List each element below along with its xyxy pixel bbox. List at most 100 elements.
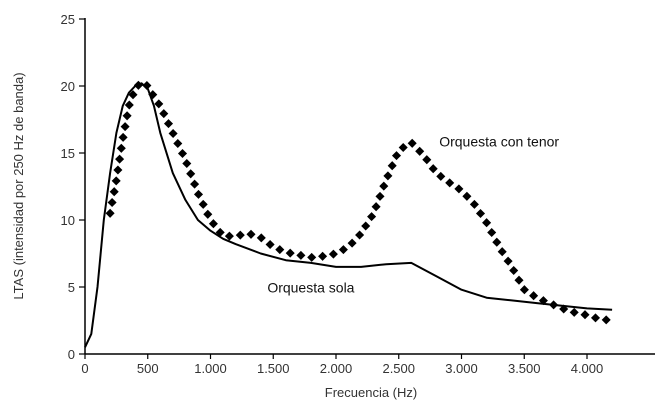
series-point bbox=[115, 154, 125, 164]
y-axis-title: LTAS (intensidad por 250 Hz de banda) bbox=[11, 72, 26, 299]
series-point bbox=[445, 178, 455, 188]
x-tick-label: 1.500 bbox=[257, 361, 290, 376]
x-tick-label: 3.000 bbox=[445, 361, 478, 376]
series-point bbox=[367, 212, 377, 222]
x-axis-ticks: 0 500 1.000 1.500 2.000 2.500 3.000 3.500 4.000 bbox=[81, 354, 603, 376]
series-line-orquesta-sola bbox=[84, 82, 613, 348]
series-point bbox=[361, 221, 371, 231]
series-point bbox=[190, 179, 200, 189]
series-point bbox=[113, 165, 123, 175]
series-point bbox=[120, 122, 130, 132]
series-point bbox=[307, 252, 317, 262]
x-tick-label: 0 bbox=[81, 361, 88, 376]
y-tick-label: 15 bbox=[61, 146, 75, 161]
series-point bbox=[128, 90, 138, 100]
x-tick-label: 2.000 bbox=[320, 361, 353, 376]
series-point bbox=[428, 164, 438, 174]
series-point bbox=[285, 248, 295, 258]
series-point bbox=[519, 285, 529, 295]
series-point bbox=[590, 313, 601, 323]
series-point bbox=[133, 80, 143, 90]
series-point bbox=[142, 80, 152, 91]
series-dots-orquesta-con-tenor bbox=[105, 80, 611, 325]
series-point bbox=[497, 247, 507, 257]
series-point bbox=[569, 307, 579, 317]
series-point bbox=[549, 300, 559, 310]
series-point bbox=[398, 142, 408, 153]
series-point bbox=[118, 132, 128, 142]
series-point bbox=[415, 146, 425, 156]
series-point bbox=[422, 155, 432, 165]
series-point bbox=[492, 237, 502, 247]
series-point bbox=[182, 158, 192, 169]
series-layer bbox=[84, 80, 613, 348]
y-axis-ticks: 0 5 10 15 20 25 bbox=[61, 12, 85, 362]
series-point bbox=[208, 219, 218, 229]
series-point bbox=[371, 202, 381, 212]
series-point bbox=[383, 171, 393, 181]
annotation-label: Orquesta sola bbox=[267, 279, 354, 295]
x-tick-label: 4.000 bbox=[571, 361, 604, 376]
series-point bbox=[529, 291, 539, 301]
series-point bbox=[328, 249, 338, 259]
series-point bbox=[159, 109, 169, 119]
series-point bbox=[203, 209, 213, 219]
series-point bbox=[475, 208, 486, 219]
series-point bbox=[275, 245, 285, 255]
y-tick-label: 10 bbox=[61, 213, 75, 228]
series-point bbox=[509, 265, 519, 276]
series-point bbox=[391, 151, 402, 161]
series-point bbox=[387, 161, 397, 171]
y-tick-label: 25 bbox=[61, 12, 75, 27]
series-point bbox=[375, 191, 385, 201]
series-point bbox=[436, 171, 446, 181]
series-point bbox=[193, 189, 204, 199]
series-point bbox=[338, 245, 348, 255]
x-axis-title: Frecuencia (Hz) bbox=[325, 385, 417, 400]
series-point bbox=[347, 238, 357, 248]
x-tick-label: 1.000 bbox=[194, 361, 227, 376]
annotation-label: Orquesta con tenor bbox=[439, 133, 559, 149]
axes bbox=[84, 18, 655, 355]
series-point bbox=[198, 199, 208, 209]
series-point bbox=[215, 227, 225, 237]
series-point bbox=[154, 99, 164, 109]
series-point bbox=[107, 197, 117, 208]
series-point bbox=[379, 181, 389, 191]
series-point bbox=[355, 230, 365, 240]
series-point bbox=[487, 227, 497, 238]
series-point bbox=[163, 119, 174, 129]
series-point bbox=[503, 256, 513, 266]
series-point bbox=[235, 230, 245, 240]
series-point bbox=[109, 187, 119, 197]
series-point bbox=[407, 138, 417, 148]
series-point bbox=[148, 90, 158, 100]
series-point bbox=[186, 169, 196, 179]
series-point bbox=[482, 218, 492, 228]
series-point bbox=[469, 199, 479, 209]
series-point bbox=[168, 128, 178, 139]
series-point bbox=[265, 239, 275, 250]
series-point bbox=[177, 148, 188, 159]
series-point bbox=[111, 176, 121, 186]
x-tick-label: 2.500 bbox=[382, 361, 415, 376]
series-point bbox=[246, 229, 256, 239]
series-point bbox=[514, 275, 524, 285]
series-point bbox=[318, 251, 328, 261]
y-tick-label: 5 bbox=[68, 280, 75, 295]
series-point bbox=[124, 100, 134, 110]
series-point bbox=[296, 250, 306, 260]
annotations-layer: Orquesta con tenor Orquesta sola bbox=[267, 133, 559, 295]
x-tick-label: 500 bbox=[137, 361, 159, 376]
series-point bbox=[454, 184, 464, 194]
y-tick-label: 0 bbox=[68, 347, 75, 362]
series-point bbox=[601, 315, 611, 325]
series-point bbox=[580, 310, 590, 320]
series-point bbox=[116, 143, 126, 153]
y-tick-label: 20 bbox=[61, 79, 75, 94]
series-point bbox=[256, 233, 266, 243]
series-point bbox=[105, 208, 115, 218]
series-point bbox=[462, 191, 472, 201]
series-point bbox=[122, 111, 132, 121]
